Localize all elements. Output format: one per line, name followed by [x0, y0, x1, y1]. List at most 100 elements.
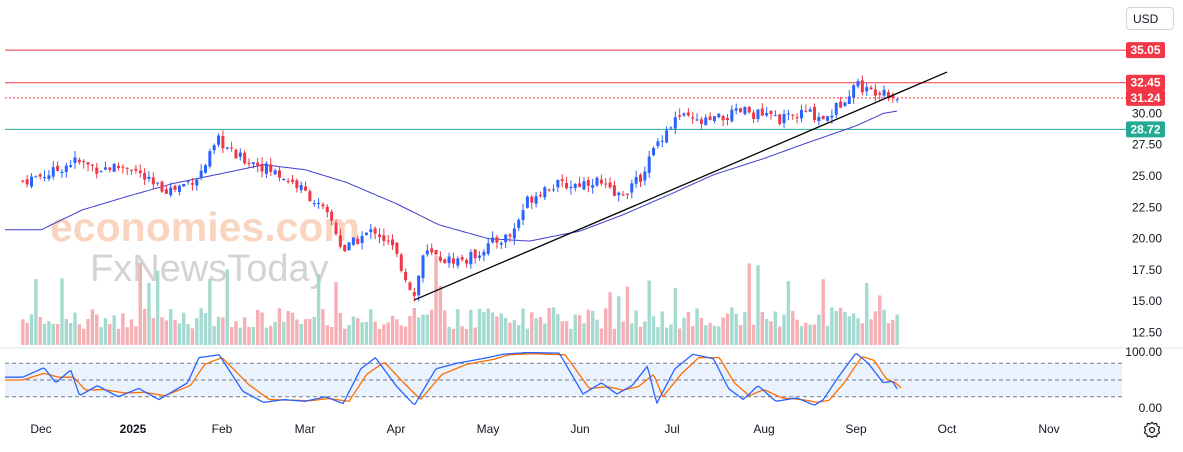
volume-bar: [847, 316, 851, 345]
stoch-k-line: [5, 351, 898, 406]
volume-bar: [160, 317, 164, 345]
volume-bar: [643, 321, 647, 345]
candle-body: [325, 206, 329, 213]
volume-bar: [569, 328, 573, 345]
candle-body: [251, 162, 255, 165]
volume-bar: [29, 314, 34, 345]
candle-body: [369, 229, 373, 233]
level-price-tag: [1126, 74, 1165, 91]
watermark: economies.com FxNewsToday: [50, 204, 360, 290]
candle-body: [312, 203, 316, 205]
candle-body: [852, 85, 856, 98]
candle-body: [25, 179, 29, 185]
currency-selector[interactable]: USD: [1126, 7, 1174, 30]
candle-body: [612, 185, 616, 196]
volume-bar: [277, 308, 282, 345]
candle-body: [69, 165, 73, 167]
candle-body: [595, 177, 599, 186]
volume-bar: [438, 286, 443, 345]
volume-bar: [612, 328, 617, 345]
candle-body: [73, 157, 77, 163]
candle-body: [695, 119, 699, 121]
candle-body: [717, 113, 721, 118]
volume-bar: [182, 312, 186, 345]
candle-body: [164, 189, 168, 194]
level-price-tag: [1126, 89, 1165, 106]
volume-bar: [860, 323, 865, 345]
volume-bar: [638, 326, 643, 345]
volume-bar: [282, 321, 286, 345]
volume-bar: [490, 312, 495, 345]
volume-bar: [751, 324, 756, 345]
candle-body: [639, 174, 642, 182]
volume-bar: [238, 327, 242, 345]
candle-body: [30, 176, 33, 187]
gear-icon[interactable]: [1143, 421, 1161, 439]
volume-bar: [817, 314, 821, 345]
candle-body: [264, 163, 268, 174]
candle-body: [869, 87, 873, 90]
candle-body: [599, 179, 603, 184]
volume-bar: [82, 328, 86, 345]
volume-bar: [630, 323, 634, 345]
volume-bar: [495, 316, 499, 345]
volume-bar: [390, 315, 395, 345]
candle-body: [608, 182, 612, 188]
candle-body: [308, 191, 312, 202]
volume-bar: [408, 316, 412, 345]
volume-bar: [508, 322, 512, 345]
volume-bar: [225, 269, 229, 345]
candle-body: [286, 180, 290, 182]
candle-body: [177, 185, 181, 193]
volume-bar: [177, 323, 182, 345]
volume-bar: [673, 287, 677, 345]
volume-bar: [834, 311, 838, 345]
level-price-label: 31.24: [1130, 91, 1160, 105]
candle-body: [538, 194, 542, 197]
candle-body: [630, 183, 634, 193]
candle-body: [438, 256, 442, 261]
volume-bar: [564, 321, 569, 345]
volume-bar: [577, 315, 582, 345]
volume-bar: [460, 326, 464, 345]
volume-bar: [878, 295, 882, 345]
candle-body: [565, 182, 569, 189]
candle-body: [530, 196, 534, 203]
candle-body: [391, 239, 395, 246]
candle-body: [521, 210, 525, 221]
candle-body: [795, 117, 799, 119]
volume-bar: [599, 328, 604, 345]
candle-body: [482, 251, 486, 256]
candle-body: [491, 237, 495, 243]
candle-body: [743, 106, 747, 114]
time-axis-label: 2025: [120, 422, 147, 436]
time-axis: Dec 2025 Feb Mar Apr May Jun Jul Aug Sep Oct Nov: [30, 422, 1059, 436]
volume-bar: [582, 323, 586, 345]
candle-body: [552, 189, 555, 191]
candle-body: [217, 135, 221, 145]
candle-body: [895, 99, 899, 101]
candle-body: [225, 147, 229, 149]
candle-body: [826, 116, 830, 121]
volume-bar: [730, 307, 734, 345]
volume-bar: [299, 324, 303, 345]
candle-body: [451, 258, 455, 264]
volume-bar: [212, 326, 216, 345]
volume-bar: [251, 326, 256, 345]
volume-bar: [190, 328, 195, 345]
volume-bar: [125, 327, 129, 345]
volume-bar: [756, 265, 760, 345]
volume-bar: [38, 316, 42, 345]
volume-bar: [660, 311, 664, 345]
candle-body: [773, 115, 777, 117]
volume-bar: [738, 324, 743, 345]
volume-bar: [221, 317, 225, 345]
volume-bar: [717, 326, 721, 345]
candle-body: [43, 177, 47, 179]
volume-bar: [808, 324, 812, 345]
candle-body: [673, 117, 677, 129]
volume-bar: [108, 323, 112, 345]
volume-bar: [743, 312, 747, 345]
